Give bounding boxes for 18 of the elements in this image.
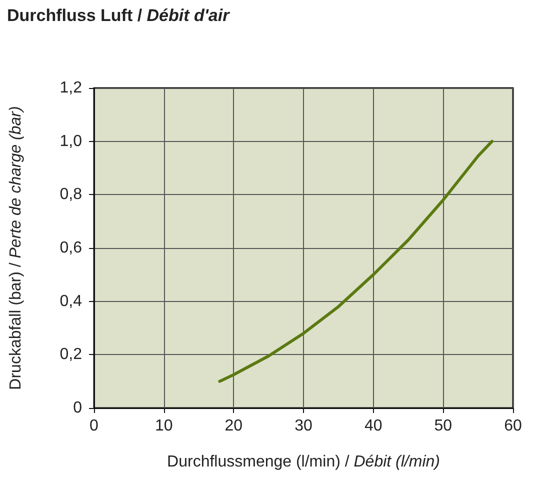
x-tick-label: 40 [364,418,382,434]
y-tick-label: 0,8 [60,186,82,204]
y-tick-label: 0,4 [60,292,82,310]
line-series [218,140,494,383]
x-tick-label: 60 [504,418,522,434]
y-tick-label: 1,0 [60,132,82,150]
x-tick-label: 20 [224,418,243,434]
y-tick-label: 0,2 [60,346,82,364]
x-tick-label: 30 [294,418,312,434]
y-tick-label: 1,2 [60,80,82,96]
x-tick-label: 10 [154,418,173,434]
y-tick-label: 0 [73,400,82,416]
chart-title: Durchfluss Luft / Débit d'air [7,6,231,25]
x-axis-title: Durchflussmenge (l/min) / Débit (l/min) [167,454,440,470]
x-tick-label: 50 [434,418,452,434]
x-tick-label: 0 [90,418,99,434]
y-tick-label: 0,6 [60,240,82,256]
y-axis-title: Druckabfall (bar) / Perte de charge (bar) [8,106,24,390]
